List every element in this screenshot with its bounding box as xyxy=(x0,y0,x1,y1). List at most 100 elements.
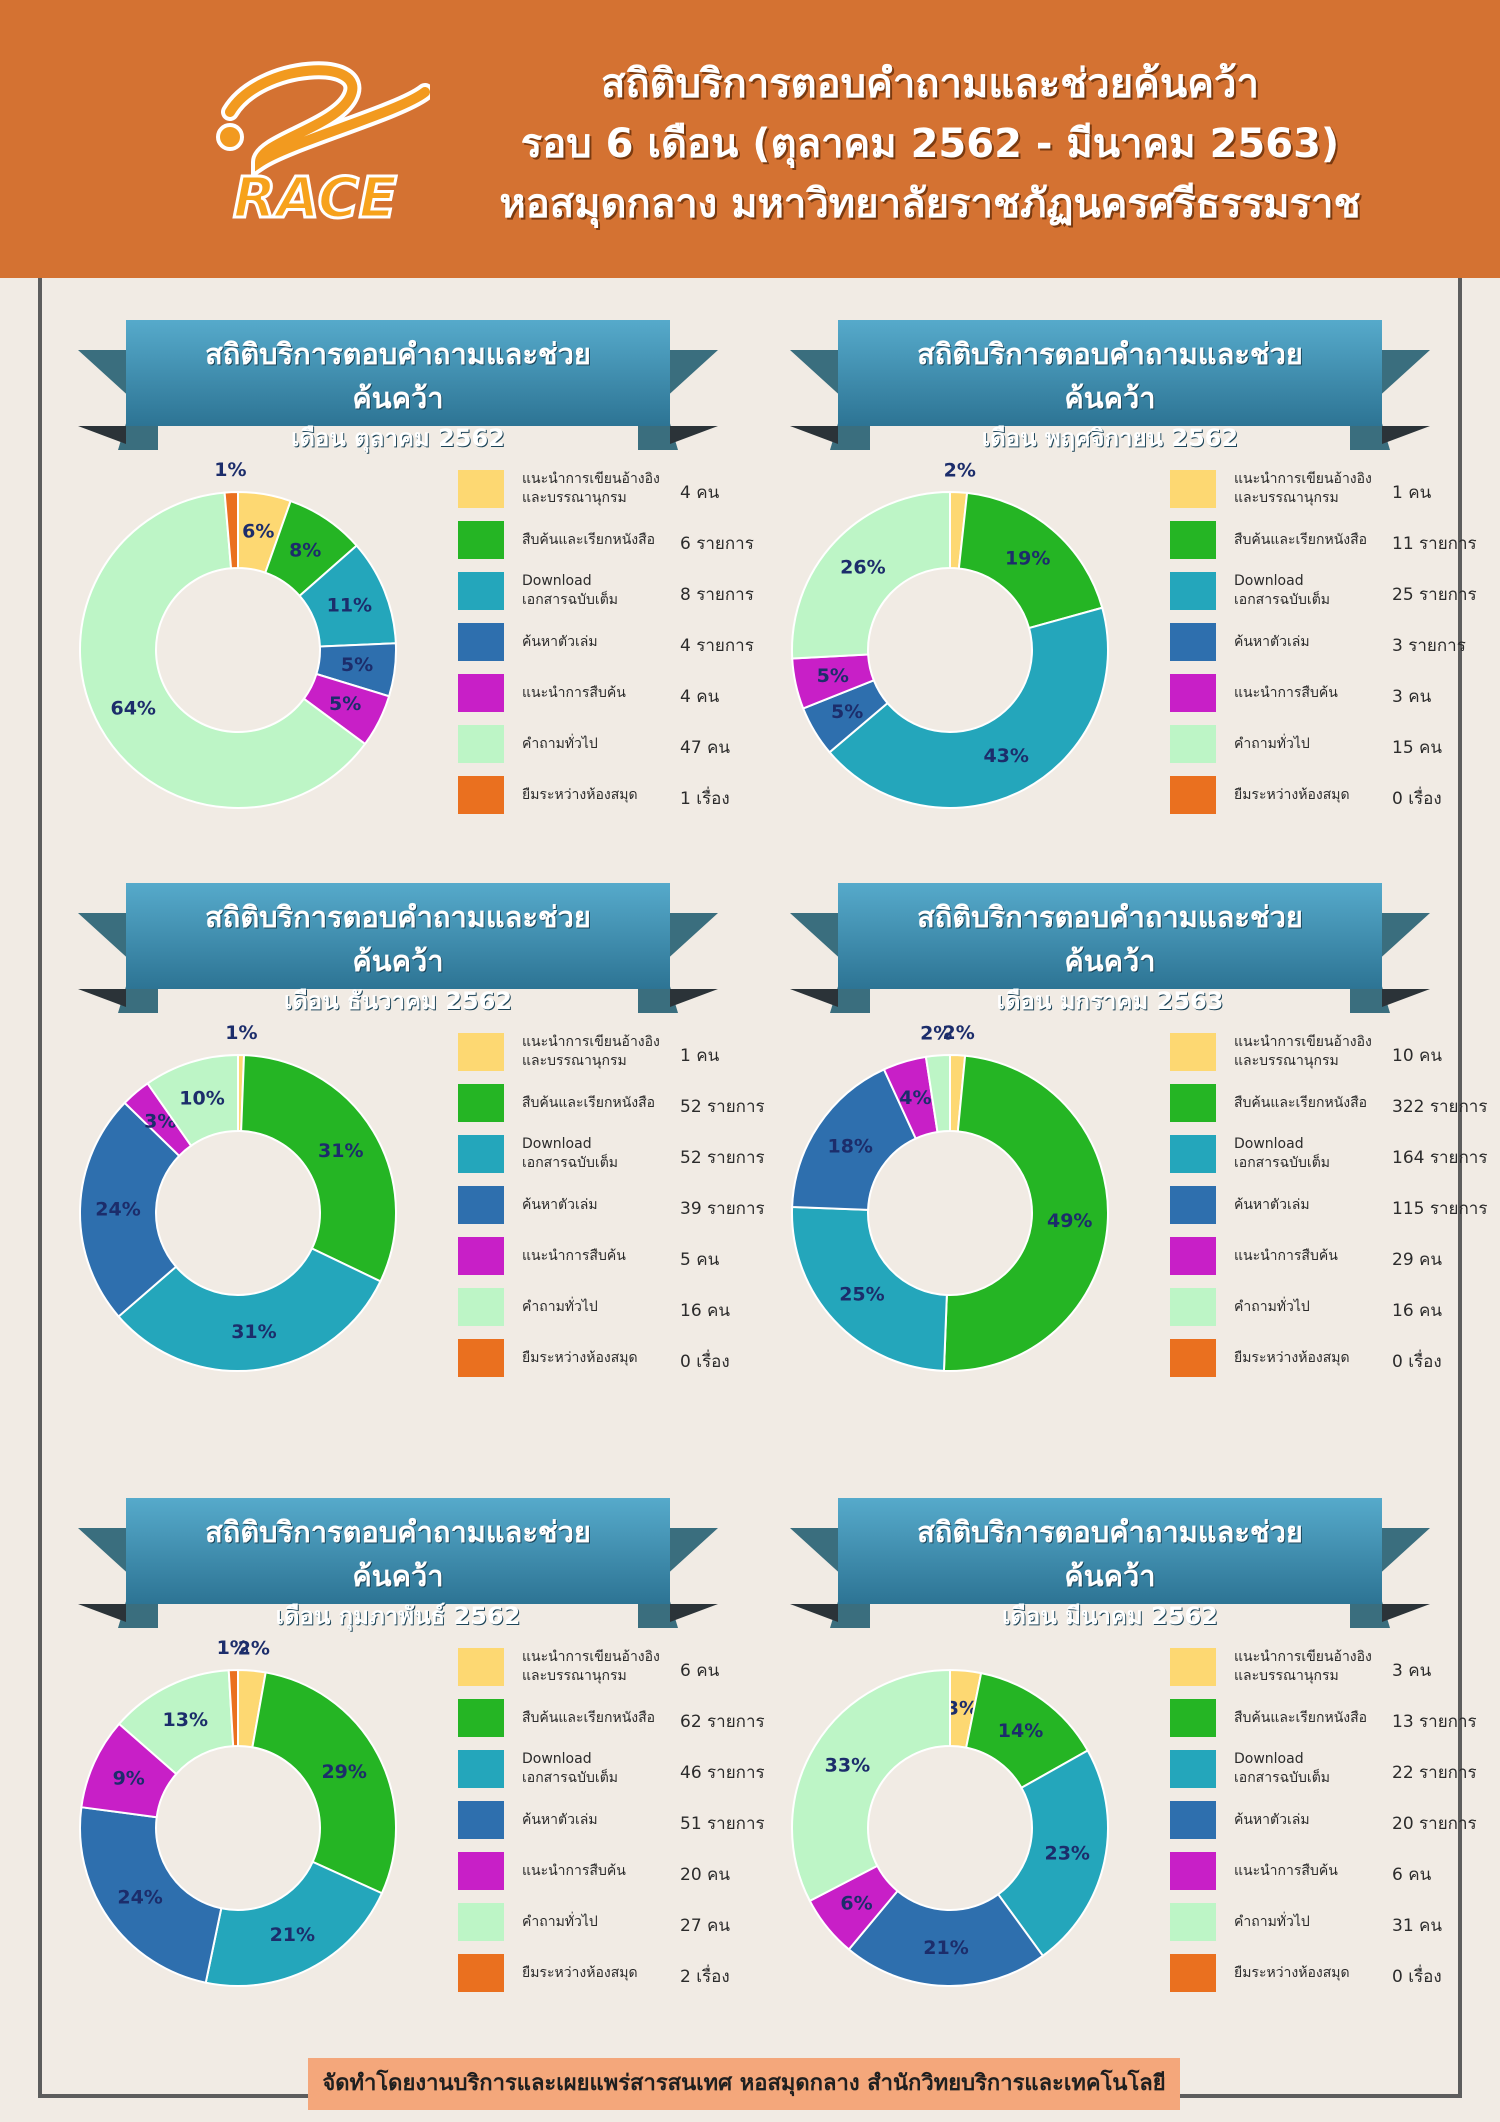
legend-item: คำถามทั่วไป 31 คน xyxy=(1170,1903,1500,1943)
legend-item: Download เอกสารฉบับเต็ม 25 รายการ xyxy=(1170,572,1500,612)
legend-label-line: Download xyxy=(1234,1751,1304,1767)
legend-label: แนะนำการสืบค้น xyxy=(1234,1247,1384,1266)
legend-item: แนะนำการสืบค้น 20 คน xyxy=(458,1852,788,1892)
legend-swatch xyxy=(1170,725,1216,763)
slice-label: 2% xyxy=(944,459,976,481)
legend-label-line: สืบค้นและเรียกหนังสือ xyxy=(522,532,656,548)
slice-label: 5% xyxy=(329,693,361,715)
legend-item: สืบค้นและเรียกหนังสือ 13 รายการ xyxy=(1170,1699,1500,1739)
donut-slice xyxy=(227,1668,239,1748)
legend-swatch xyxy=(458,1903,504,1941)
legend-item: สืบค้นและเรียกหนังสือ 11 รายการ xyxy=(1170,521,1500,561)
legend-value: 115 รายการ xyxy=(1392,1199,1488,1219)
ribbon-banner: สถิติบริการตอบคำถามและช่วยค้นคว้า เดือน ธ… xyxy=(78,883,718,1018)
legend-label-line: เอกสารฉบับเต็ม xyxy=(522,592,619,608)
donut-slice xyxy=(828,606,1109,809)
legend-swatch xyxy=(458,1186,504,1224)
chart-title-line: สถิติบริการตอบคำถามและช่วยค้นคว้า xyxy=(917,900,1303,978)
legend-label: Download เอกสารฉบับเต็ม xyxy=(522,572,672,610)
legend-swatch xyxy=(458,1033,504,1071)
chart-title: สถิติบริการตอบคำถามและช่วยค้นคว้า เดือน ม… xyxy=(880,895,1340,1019)
legend-item: แนะนำการเขียนอ้างอิง และบรรณานุกรม 10 คน xyxy=(1170,1033,1500,1073)
slice-label: 6% xyxy=(840,1892,872,1914)
legend-label-line: ยืมระหว่างห้องสมุด xyxy=(1234,1965,1350,1981)
legend-item: Download เอกสารฉบับเต็ม 52 รายการ xyxy=(458,1135,788,1175)
legend-value: 52 รายการ xyxy=(680,1097,765,1117)
slice-label: 31% xyxy=(318,1140,363,1162)
legend-label-line: แนะนำการเขียนอ้างอิง xyxy=(522,471,660,487)
donut-slice xyxy=(79,1806,223,1984)
legend-swatch xyxy=(1170,1954,1216,1992)
legend-swatch xyxy=(458,1648,504,1686)
legend-label-line: คำถามทั่วไป xyxy=(1234,736,1310,752)
legend-value: 3 รายการ xyxy=(1392,636,1466,656)
slice-label: 43% xyxy=(983,745,1028,767)
legend-value: 62 รายการ xyxy=(680,1712,765,1732)
legend-label-line: และบรรณานุกรม xyxy=(522,1668,627,1684)
chart-panel-1: สถิติบริการตอบคำถามและช่วยค้นคว้า เดือน ต… xyxy=(78,320,778,880)
chart-subtitle: เดือน พฤศจิกายน 2562 xyxy=(981,424,1239,452)
legend-label: Download เอกสารฉบับเต็ม xyxy=(522,1135,672,1173)
legend-item: ค้นหาตัวเล่ม 115 รายการ xyxy=(1170,1186,1500,1226)
legend-label: คำถามทั่วไป xyxy=(1234,735,1384,754)
legend-item: ยืมระหว่างห้องสมุด 2 เรื่อง xyxy=(458,1954,788,1994)
legend-item: คำถามทั่วไป 47 คน xyxy=(458,725,788,765)
legend-item: คำถามทั่วไป 27 คน xyxy=(458,1903,788,1943)
legend-value: 15 คน xyxy=(1392,738,1443,758)
slice-label: 5% xyxy=(341,654,373,676)
legend-value: 13 รายการ xyxy=(1392,1712,1477,1732)
legend-value: 25 รายการ xyxy=(1392,585,1477,605)
legend-item: ค้นหาตัวเล่ม 4 รายการ xyxy=(458,623,788,663)
legend-value: 29 คน xyxy=(1392,1250,1443,1270)
legend-value: 8 รายการ xyxy=(680,585,754,605)
legend-item: Download เอกสารฉบับเต็ม 8 รายการ xyxy=(458,572,788,612)
legend-swatch xyxy=(458,1954,504,1992)
slice-label: 64% xyxy=(110,698,155,720)
legend-label-line: ค้นหาตัวเล่ม xyxy=(1234,1197,1310,1213)
legend-swatch xyxy=(1170,1903,1216,1941)
legend-value: 20 รายการ xyxy=(1392,1814,1477,1834)
legend-label-line: ยืมระหว่างห้องสมุด xyxy=(1234,1350,1350,1366)
legend-label-line: แนะนำการสืบค้น xyxy=(522,1863,626,1879)
legend-item: แนะนำการเขียนอ้างอิง และบรรณานุกรม 1 คน xyxy=(458,1033,788,1073)
legend-label-line: ยืมระหว่างห้องสมุด xyxy=(522,1350,638,1366)
chart-title-line: สถิติบริการตอบคำถามและช่วยค้นคว้า xyxy=(205,1515,591,1593)
legend-swatch xyxy=(1170,674,1216,712)
legend-label-line: คำถามทั่วไป xyxy=(522,1299,598,1315)
legend-label-line: ค้นหาตัวเล่ม xyxy=(1234,1812,1310,1828)
slice-label: 6% xyxy=(242,521,274,543)
legend-label: คำถามทั่วไป xyxy=(1234,1298,1384,1317)
chart-subtitle: เดือน ธันวาคม 2562 xyxy=(284,987,512,1015)
legend-label-line: และบรรณานุกรม xyxy=(1234,1668,1339,1684)
legend-label-line: และบรรณานุกรม xyxy=(1234,490,1339,506)
slice-label: 5% xyxy=(831,701,863,723)
legend-label-line: สืบค้นและเรียกหนังสือ xyxy=(1234,1710,1368,1726)
legend-item: ยืมระหว่างห้องสมุด 0 เรื่อง xyxy=(1170,1339,1500,1379)
legend-value: 16 คน xyxy=(1392,1301,1443,1321)
legend-item: ยืมระหว่างห้องสมุด 0 เรื่อง xyxy=(1170,776,1500,816)
chart-title-line: สถิติบริการตอบคำถามและช่วยค้นคว้า xyxy=(917,337,1303,415)
slice-label: 3% xyxy=(144,1111,176,1133)
legend-label-line: คำถามทั่วไป xyxy=(1234,1914,1310,1930)
donut-slice xyxy=(791,1068,918,1211)
ribbon-banner: สถิติบริการตอบคำถามและช่วยค้นคว้า เดือน ม… xyxy=(790,1498,1430,1633)
slice-label: 5% xyxy=(817,665,849,687)
legend-label-line: Download xyxy=(522,1751,592,1767)
legend-label: แนะนำการเขียนอ้างอิง และบรรณานุกรม xyxy=(522,1033,672,1071)
legend-item: แนะนำการเขียนอ้างอิง และบรรณานุกรม 1 คน xyxy=(1170,470,1500,510)
slice-label: 14% xyxy=(998,1720,1043,1742)
legend-item: แนะนำการสืบค้น 6 คน xyxy=(1170,1852,1500,1892)
legend-value: 2 เรื่อง xyxy=(680,1967,730,1987)
donut-slice xyxy=(942,1054,1109,1372)
donut-slice xyxy=(204,1860,384,1987)
chart-panel-3: สถิติบริการตอบคำถามและช่วยค้นคว้า เดือน ธ… xyxy=(78,883,778,1443)
legend-label-line: คำถามทั่วไป xyxy=(1234,1299,1310,1315)
donut-chart: 2% 49% 25% 18% 4% 2% xyxy=(791,1022,1109,1372)
chart-panel-4: สถิติบริการตอบคำถามและช่วยค้นคว้า เดือน ม… xyxy=(790,883,1490,1443)
legend-label-line: แนะนำการเขียนอ้างอิง xyxy=(522,1649,660,1665)
legend-swatch xyxy=(458,572,504,610)
legend-label: Download เอกสารฉบับเต็ม xyxy=(1234,1750,1384,1788)
chart-title: สถิติบริการตอบคำถามและช่วยค้นคว้าเดือน พ… xyxy=(880,332,1340,456)
donut-chart: 2% 29% 21% 24% 9% 13% 1% xyxy=(79,1637,397,1987)
legend-value: 3 คน xyxy=(1392,1661,1432,1681)
